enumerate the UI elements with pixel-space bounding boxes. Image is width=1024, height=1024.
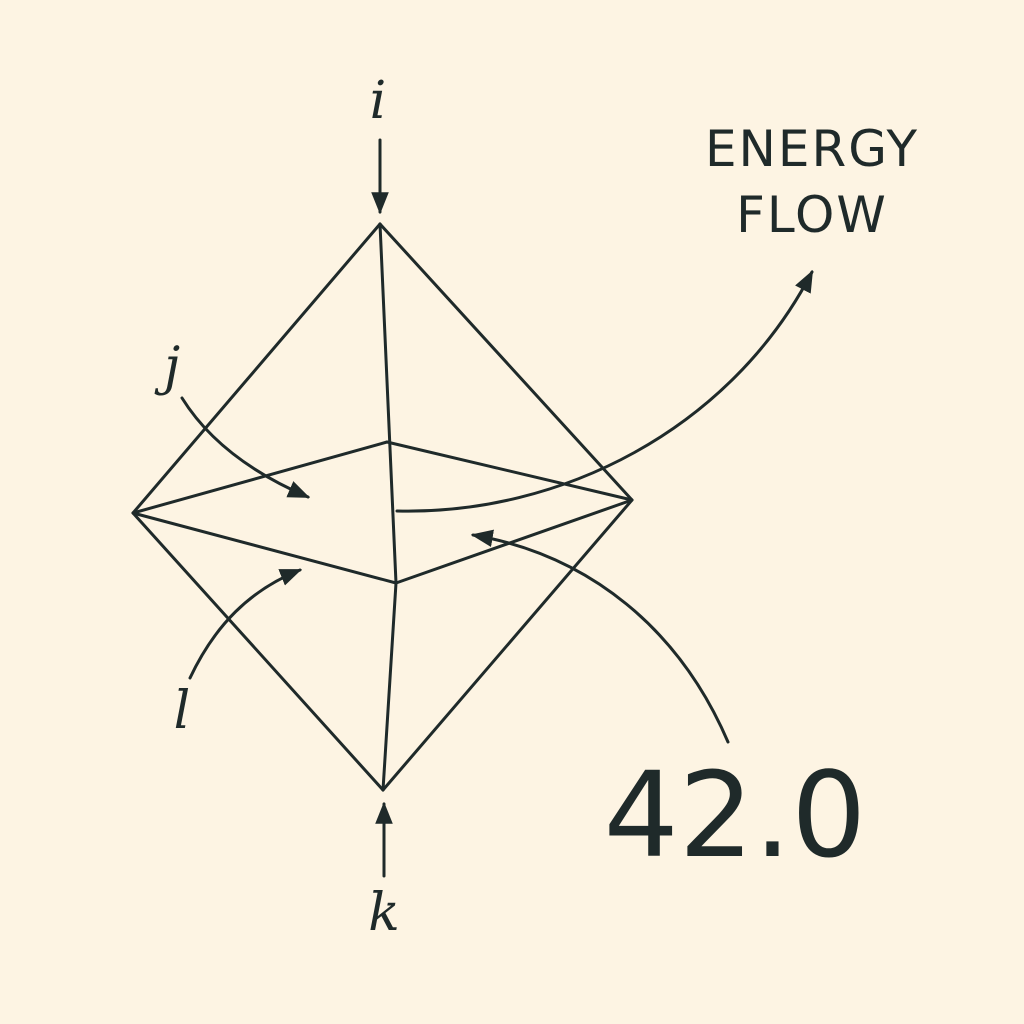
label-j: j (154, 337, 180, 397)
octahedron-edges (131, 222, 634, 792)
arrow-l (188, 568, 303, 680)
edge-left-back (131, 440, 389, 515)
edge-top-center (378, 222, 398, 585)
edge-top-right (378, 222, 634, 502)
energy-flow-label-line2: FLOW (736, 186, 888, 244)
edge-top-left (131, 222, 382, 515)
arrow-value (470, 529, 730, 744)
edge-center-bottom (381, 581, 398, 792)
label-i: i (370, 71, 387, 131)
energy-flow-label-line1: ENERGY (705, 120, 919, 178)
edge-right-bottom (381, 498, 634, 792)
energy-flow-arrow (395, 270, 814, 513)
label-l: l (174, 681, 191, 741)
edge-left-front (131, 511, 398, 585)
edge-left-bottom (131, 511, 385, 792)
label-k: k (368, 883, 400, 943)
arrow-j (180, 396, 311, 499)
value-label: 42.0 (604, 746, 867, 884)
edge-front-right (394, 498, 634, 585)
edge-back-right (385, 440, 634, 502)
